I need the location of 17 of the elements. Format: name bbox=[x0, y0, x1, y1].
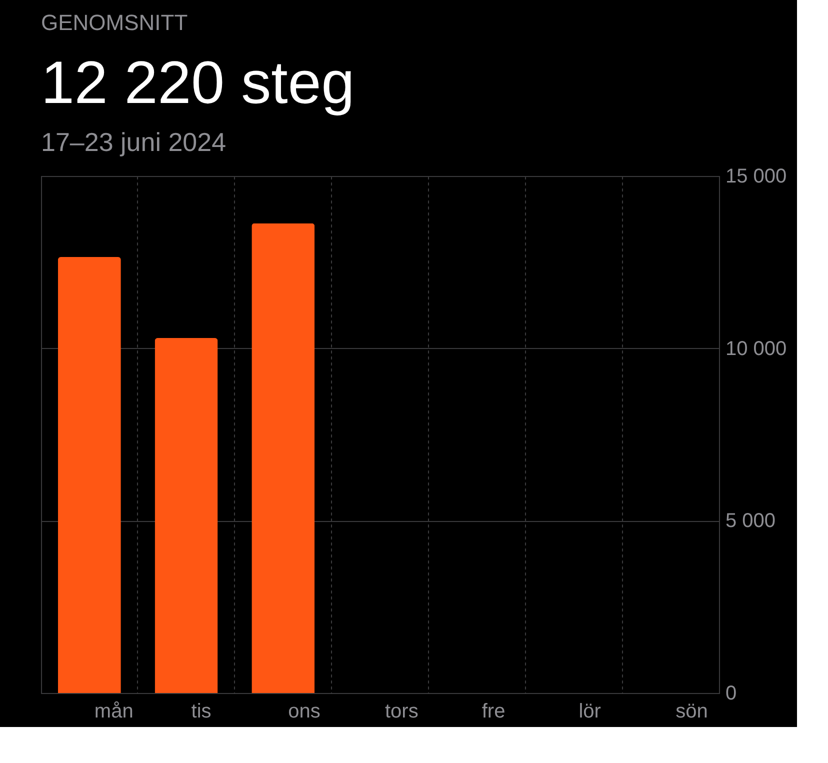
x-tick-label: mån bbox=[94, 700, 134, 722]
x-tick-label: ons bbox=[288, 700, 320, 722]
x-tick-label: lör bbox=[578, 700, 602, 722]
bar bbox=[252, 223, 315, 693]
chart-subtitle: 17–23 juni 2024 bbox=[41, 127, 226, 157]
bar bbox=[58, 256, 121, 693]
x-tick-label: sön bbox=[676, 700, 708, 722]
y-tick-label: 5 000 bbox=[726, 510, 776, 532]
y-tick-label: 0 bbox=[726, 682, 737, 704]
x-tick-label: fre bbox=[482, 700, 506, 722]
x-tick-label: tors bbox=[385, 700, 418, 722]
y-tick-label: 15 000 bbox=[726, 166, 787, 188]
x-tick-label: tis bbox=[191, 700, 212, 722]
y-tick-label: 10 000 bbox=[726, 338, 787, 360]
text: GENOMSNITT bbox=[41, 10, 188, 35]
chart-title: 12 220 steg bbox=[41, 49, 355, 116]
bar bbox=[154, 338, 218, 693]
